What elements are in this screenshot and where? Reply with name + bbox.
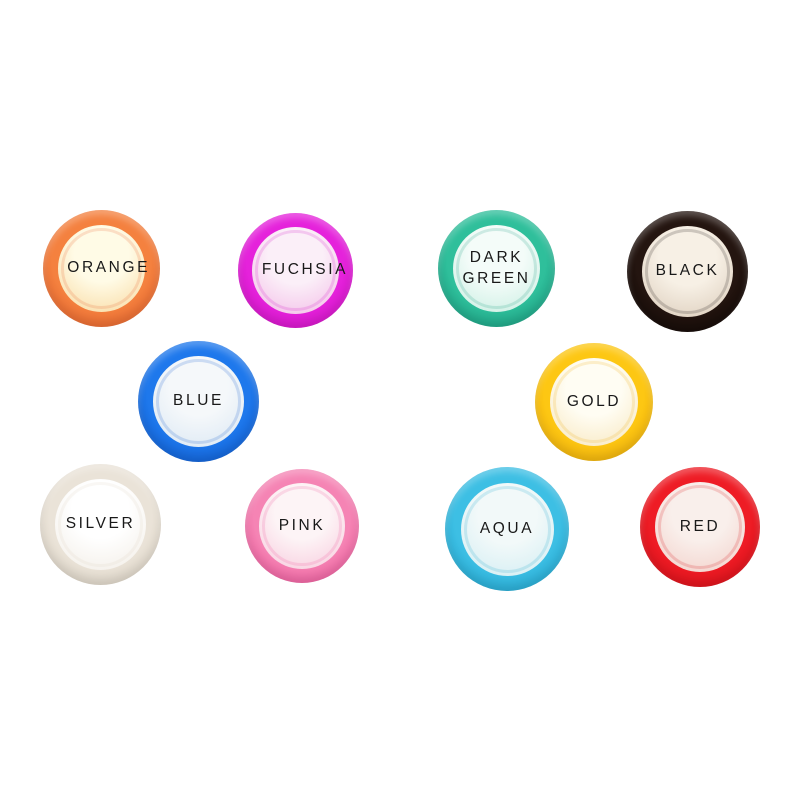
- lid-label: RED: [679, 517, 721, 535]
- lid-label: GOLD: [566, 392, 622, 410]
- lid-label: FUCHSIA: [261, 261, 349, 279]
- lid-center: ORANGE: [57, 224, 151, 313]
- paint-lid-gold: GOLD: [535, 343, 653, 461]
- paint-lid-orange: ORANGE: [43, 210, 160, 327]
- paint-lid-black: BLACK: [627, 211, 748, 332]
- paint-lid-silver: SILVER: [40, 464, 161, 585]
- lid-center: FUCHSIA: [252, 227, 349, 314]
- paint-lid-red: RED: [640, 467, 760, 587]
- lid-center: AQUA: [460, 482, 554, 576]
- lid-center: RED: [655, 482, 745, 572]
- lid-label: DARK GREEN: [462, 249, 531, 287]
- lid-center: PINK: [259, 483, 345, 569]
- lid-center: BLUE: [153, 356, 244, 447]
- lid-label: ORANGE: [67, 259, 151, 277]
- lid-center: DARK GREEN: [452, 224, 541, 313]
- lid-label: BLACK: [655, 262, 720, 280]
- paint-lid-aqua: AQUA: [445, 467, 569, 591]
- paint-lid-pink: PINK: [245, 469, 359, 583]
- lid-label: BLUE: [173, 392, 224, 410]
- lid-label: SILVER: [65, 515, 136, 533]
- lid-center: BLACK: [642, 226, 733, 317]
- lid-center: SILVER: [55, 479, 146, 570]
- paint-lid-fuchsia: FUCHSIA: [238, 213, 353, 328]
- lid-label: PINK: [278, 516, 326, 534]
- paint-lid-dark-green: DARK GREEN: [438, 210, 555, 327]
- paint-lid-blue: BLUE: [138, 341, 259, 462]
- lid-label: AQUA: [479, 519, 535, 537]
- lid-center: GOLD: [549, 357, 639, 447]
